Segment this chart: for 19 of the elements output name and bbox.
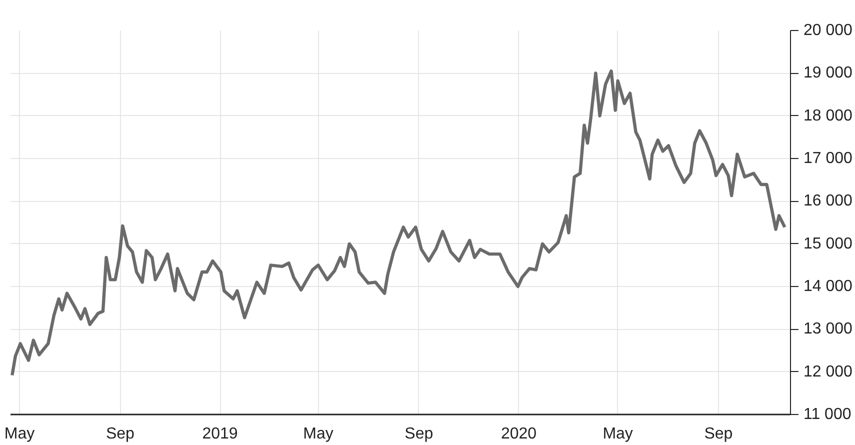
x-tick-label: 2019 <box>202 426 238 442</box>
x-tick-label: May <box>303 426 334 442</box>
y-tick-label: 16 000 <box>804 192 853 210</box>
line-series <box>10 69 786 377</box>
y-tick-label: 17 000 <box>804 150 853 167</box>
x-tick-label: Sep <box>404 426 434 442</box>
y-tick-label: 13 000 <box>804 320 853 338</box>
y-tick-label: 18 000 <box>804 107 853 124</box>
y-tick-label: 12 000 <box>804 363 853 380</box>
x-tick-label: Sep <box>704 426 733 442</box>
y-tick-label: 15 000 <box>804 235 853 252</box>
y-tick-label: 14 000 <box>804 278 853 295</box>
x-tick-label: Sep <box>106 426 135 442</box>
x-tick-label: May <box>4 426 35 442</box>
y-tick-label: 11 000 <box>804 406 852 423</box>
y-tick-label: 19 000 <box>804 64 853 82</box>
x-tick-label: May <box>602 426 633 442</box>
x-tick-label: 2020 <box>500 426 537 442</box>
y-tick-label: 20 000 <box>804 22 853 39</box>
